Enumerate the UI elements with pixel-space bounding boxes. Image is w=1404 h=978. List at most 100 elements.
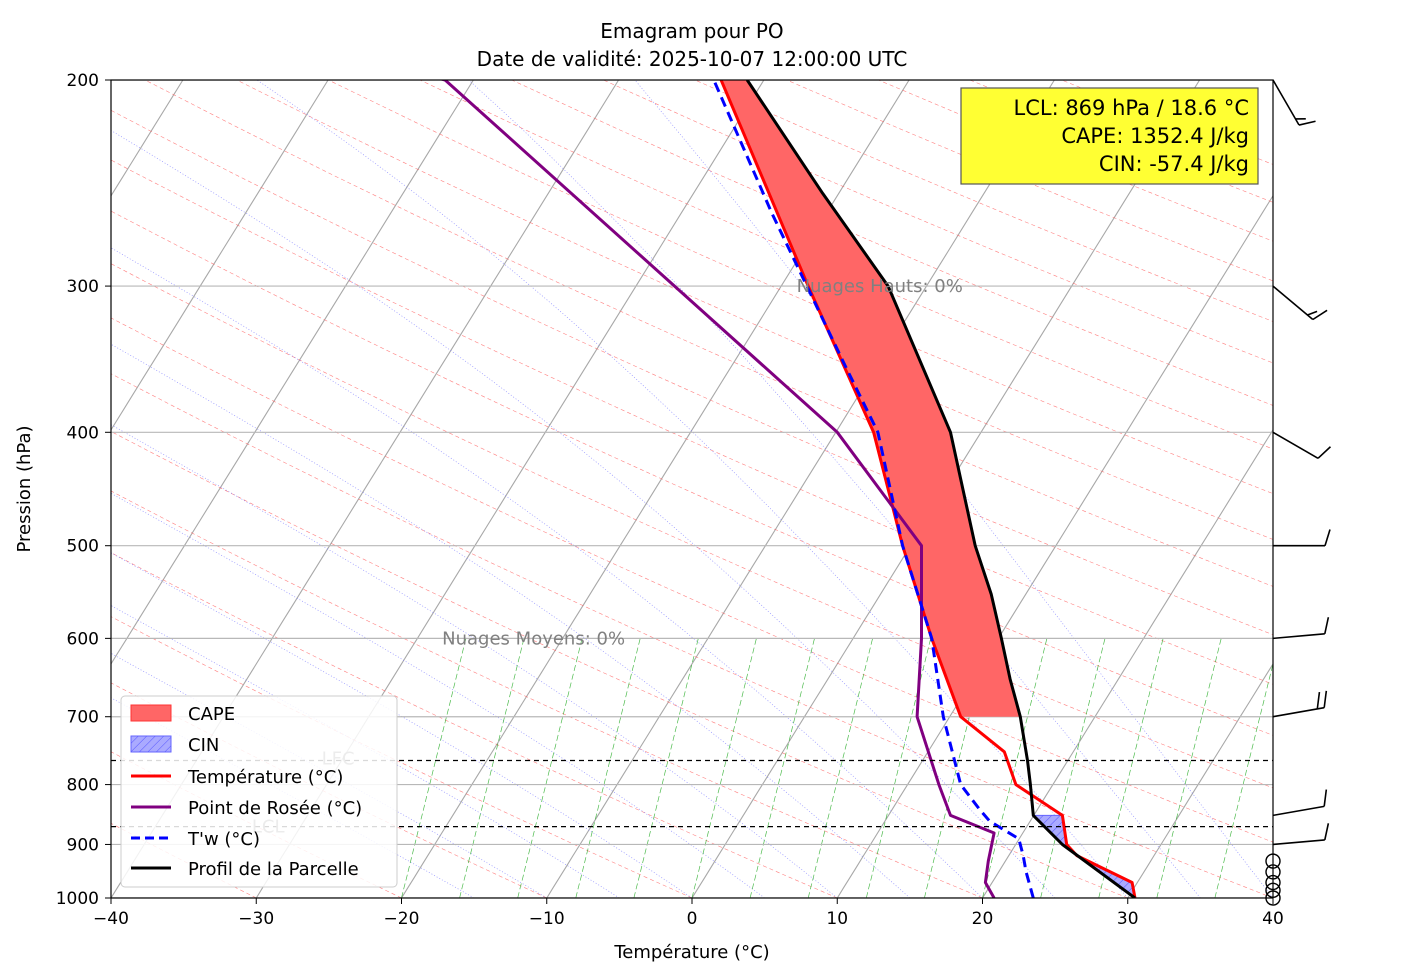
- x-tick-label: 10: [826, 909, 848, 929]
- isotherm-line: [982, 428, 1273, 898]
- x-tick-label: 30: [1117, 909, 1139, 929]
- mixing-ratio-line: [575, 638, 641, 898]
- wind-barb-calm: [1265, 864, 1281, 880]
- dry-adiabat-line: [111, 373, 1273, 898]
- isotherm-line: [111, 80, 329, 431]
- x-axis-label: Température (°C): [613, 942, 769, 963]
- chart-subtitle: Date de validité: 2025-10-07 12:00:00 UT…: [477, 47, 908, 71]
- moist-adiabat-line: [111, 247, 983, 898]
- mixing-ratio-line: [807, 638, 873, 898]
- profile-lines: [439, 80, 1137, 898]
- wind-barb-flag: [1298, 120, 1316, 126]
- wind-barbs: [1265, 79, 1332, 906]
- dry-adiabat-line: [1061, 80, 1273, 165]
- legend-label-wetbulb: T'w (°C): [187, 829, 260, 850]
- mixing-ratio-line: [517, 638, 583, 898]
- y-tick-label: 400: [67, 423, 99, 443]
- dry-adiabat-line: [111, 109, 1273, 636]
- wind-barb-flag: [1307, 310, 1318, 316]
- moist-adiabat-line: [111, 424, 838, 898]
- y-tick-label: 700: [67, 708, 99, 728]
- moist-adiabat-line: [111, 552, 693, 898]
- y-tick-label: 800: [67, 776, 99, 796]
- parcel-profile-line: [745, 80, 1136, 898]
- y-axis-label: Pression (hPa): [14, 425, 35, 552]
- legend-frame: [120, 695, 398, 888]
- wind-barb-flag: [1324, 823, 1330, 841]
- mixing-ratio-line: [749, 638, 815, 898]
- chart-title: Emagram pour PO: [600, 19, 783, 43]
- x-tick-label: 0: [687, 909, 698, 929]
- mixing-ratio-line: [1040, 638, 1106, 898]
- y-tick-label: 300: [67, 277, 99, 297]
- x-tick-label: −20: [384, 909, 420, 929]
- dry-adiabat-line: [111, 490, 983, 898]
- legend-swatch-cape: [130, 704, 172, 722]
- mixing-ratio-line: [459, 638, 525, 898]
- wind-barb-calm: [1265, 882, 1281, 899]
- mixing-ratio-line: [1214, 662, 1273, 898]
- annotation-text: Nuages Hauts: 0%: [797, 276, 963, 297]
- wetbulb-line: [712, 80, 1035, 898]
- wind-barb-flag: [1323, 690, 1328, 708]
- isotherm-line: [1127, 662, 1273, 898]
- mixing-ratio-line: [865, 638, 932, 898]
- plot-area: [111, 80, 1273, 898]
- isotherm-line: [401, 80, 910, 898]
- info-box-cin: CIN: -57.4 J/kg: [1099, 152, 1249, 176]
- info-box-cape: CAPE: 1352.4 J/kg: [1061, 124, 1249, 148]
- cin-area-hatch: [1033, 815, 1135, 898]
- x-tick-label: 40: [1262, 909, 1284, 929]
- moist-adiabat-line: [111, 652, 547, 898]
- wind-barb-staff: [1272, 839, 1325, 846]
- wind-barb-flag: [1316, 691, 1321, 710]
- legend: CAPE CIN Température (°C) Point de Rosée…: [120, 695, 398, 888]
- mixing-ratio-line: [1272, 896, 1273, 898]
- legend-label-dewpoint: Point de Rosée (°C): [188, 798, 362, 819]
- isotherm-line: [1272, 896, 1273, 898]
- wind-barb-flag: [1317, 446, 1332, 459]
- wind-barb-staff: [1272, 285, 1314, 321]
- annotation-text: Nuages Moyens: 0%: [442, 628, 625, 649]
- y-tick-label: 1000: [56, 889, 99, 909]
- wind-barb-staff: [1272, 79, 1300, 126]
- wind-barb-calm: [1265, 890, 1281, 906]
- wind-barb-staff: [1272, 706, 1325, 718]
- info-box-background: [960, 87, 1259, 185]
- y-axis-ticks: 1000 900 800 700 600 500 400 300 200: [56, 71, 111, 909]
- x-axis-ticks: −40 −30 −20 −10 0 10 20 30 40: [93, 898, 1284, 929]
- dry-adiabat-line: [419, 80, 1273, 450]
- y-tick-label: 900: [67, 835, 99, 855]
- legend-label-cin: CIN: [188, 735, 219, 756]
- wind-barb-flag: [1323, 789, 1328, 807]
- y-tick-label: 600: [67, 629, 99, 649]
- wind-barb-flag: [1312, 309, 1328, 321]
- dry-adiabat-line: [111, 210, 1273, 736]
- legend-swatch-cin-hatch: [131, 736, 171, 752]
- wind-barb-staff: [1272, 633, 1325, 640]
- wind-barb-calm: [1265, 853, 1281, 869]
- dry-adiabat-line: [603, 80, 1273, 364]
- wind-barb-staff: [1272, 805, 1325, 817]
- dewpoint-line: [439, 80, 996, 898]
- mixing-ratio-line: [1098, 638, 1164, 898]
- mixing-ratio-line: [691, 638, 757, 898]
- legend-label-parcel: Profil de la Parcelle: [188, 859, 359, 880]
- x-tick-label: −40: [93, 909, 129, 929]
- x-tick-label: −30: [238, 909, 274, 929]
- mixing-ratio-line: [1156, 638, 1222, 898]
- x-tick-label: −10: [529, 909, 565, 929]
- wind-barb-calm: [1265, 874, 1281, 891]
- info-box-lcl: LCL: 869 hPa / 18.6 °C: [1014, 96, 1250, 120]
- mixing-ratio-line: [401, 638, 467, 898]
- mixing-ratio-line: [982, 638, 1048, 898]
- cape-cin-fills: [721, 80, 1136, 898]
- info-box: LCL: 869 hPa / 18.6 °C CAPE: 1352.4 J/kg…: [960, 87, 1259, 185]
- wind-barb-flag: [1324, 529, 1331, 546]
- cape-area: [721, 80, 1021, 717]
- wind-barb-flag: [1324, 617, 1330, 635]
- y-tick-label: 200: [67, 71, 99, 91]
- y-tick-label: 500: [67, 537, 99, 557]
- legend-label-cape: CAPE: [188, 704, 235, 725]
